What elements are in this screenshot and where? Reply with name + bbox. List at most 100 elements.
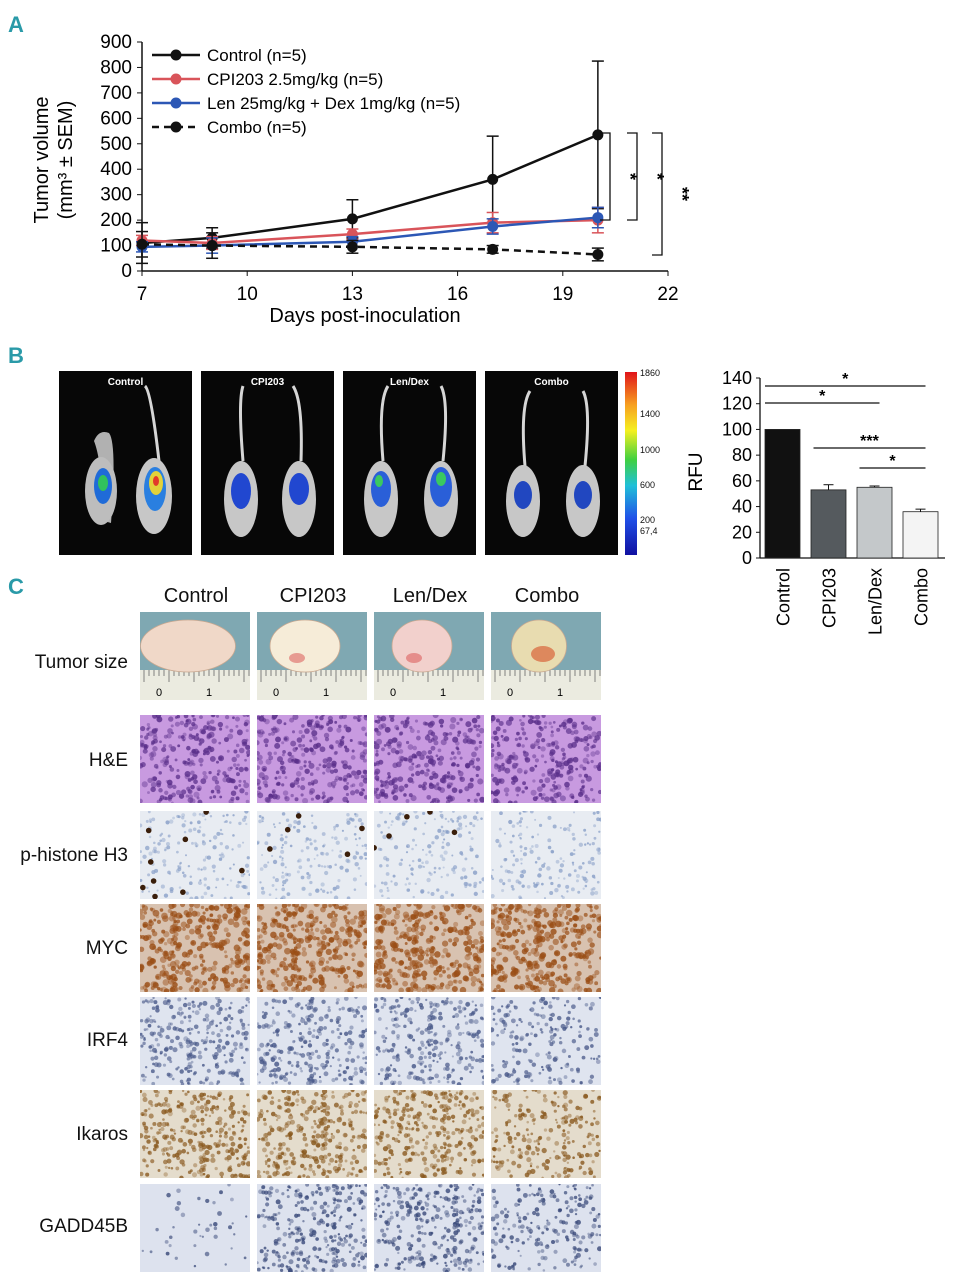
ihc-tile-r4-c0	[140, 997, 250, 1085]
cell	[202, 1166, 206, 1170]
cell	[153, 918, 157, 922]
cell	[350, 1127, 355, 1131]
cell	[396, 936, 400, 941]
cell	[440, 1158, 445, 1163]
cell	[216, 831, 221, 836]
cell	[202, 1160, 206, 1164]
cell	[281, 741, 285, 745]
cell	[503, 1027, 506, 1031]
cell	[405, 987, 411, 992]
cell	[530, 947, 538, 955]
cell	[226, 1025, 232, 1031]
cell	[552, 917, 558, 923]
cell	[466, 739, 470, 743]
cell	[210, 1004, 215, 1010]
cell	[150, 781, 157, 788]
cell	[463, 926, 469, 932]
cell	[593, 764, 598, 769]
cell	[589, 909, 593, 913]
cell	[503, 787, 510, 793]
cell	[193, 1132, 198, 1137]
cell	[257, 979, 262, 986]
cell	[326, 891, 329, 894]
cell	[274, 742, 281, 749]
cell	[331, 953, 338, 960]
cell	[575, 873, 580, 878]
cell	[270, 952, 277, 959]
cell	[457, 730, 462, 735]
cell	[590, 888, 594, 891]
ihc-tile-r5-c1	[257, 1090, 367, 1178]
cell	[322, 1168, 325, 1171]
mitotic-cell	[140, 884, 146, 891]
cell	[527, 910, 534, 917]
cell	[439, 1145, 444, 1150]
cell	[428, 755, 434, 761]
cell	[500, 734, 504, 738]
cell	[466, 934, 472, 941]
cell	[555, 859, 560, 864]
cell	[260, 939, 265, 944]
cell	[239, 959, 245, 965]
cell	[300, 849, 304, 853]
cell	[536, 890, 539, 894]
cell	[424, 1166, 430, 1173]
cell	[327, 782, 333, 788]
cell	[491, 1063, 494, 1067]
cell	[306, 858, 311, 862]
tile-image	[140, 715, 250, 803]
cell	[572, 923, 577, 928]
cell	[244, 916, 248, 920]
cell	[363, 715, 367, 718]
cell	[219, 828, 223, 832]
cell	[142, 1158, 146, 1163]
cell	[400, 1013, 403, 1016]
cell	[591, 913, 597, 919]
cell	[196, 945, 203, 952]
cell	[347, 1118, 352, 1122]
cell	[564, 1024, 569, 1029]
cell	[495, 1077, 499, 1082]
cell	[498, 943, 504, 950]
cell	[268, 893, 272, 897]
cell	[536, 1013, 540, 1017]
mitotic-cell	[203, 811, 209, 815]
cell	[475, 854, 479, 859]
cell	[326, 1169, 330, 1173]
cell	[172, 915, 177, 921]
cell	[575, 1067, 580, 1072]
cell	[431, 841, 435, 845]
cell	[391, 820, 394, 823]
cell	[434, 835, 439, 840]
cell	[398, 987, 405, 992]
cell	[307, 943, 312, 948]
cell	[271, 1020, 276, 1025]
cell	[457, 1047, 463, 1053]
cell	[456, 967, 460, 971]
cell	[243, 927, 250, 935]
cell	[199, 879, 202, 882]
cell	[470, 975, 477, 983]
cell	[506, 907, 512, 913]
cell	[356, 938, 361, 943]
cell	[302, 1133, 307, 1137]
tile-image	[374, 715, 484, 803]
cell	[475, 946, 479, 950]
cell	[456, 1023, 460, 1026]
cell	[469, 845, 472, 848]
cell	[291, 1160, 297, 1166]
cell	[244, 863, 250, 868]
cell	[346, 818, 350, 822]
cell	[245, 955, 250, 961]
cell	[378, 1049, 381, 1053]
y-tick-label: 60	[732, 471, 752, 491]
legend-marker	[170, 97, 182, 109]
cell	[281, 753, 285, 757]
cell	[182, 873, 187, 878]
cell	[353, 932, 358, 936]
cell	[330, 921, 337, 928]
cell	[355, 1010, 360, 1015]
cell	[351, 770, 357, 776]
cell	[425, 998, 428, 1002]
row-label-p-histone-h3: p-histone H3	[20, 845, 128, 866]
